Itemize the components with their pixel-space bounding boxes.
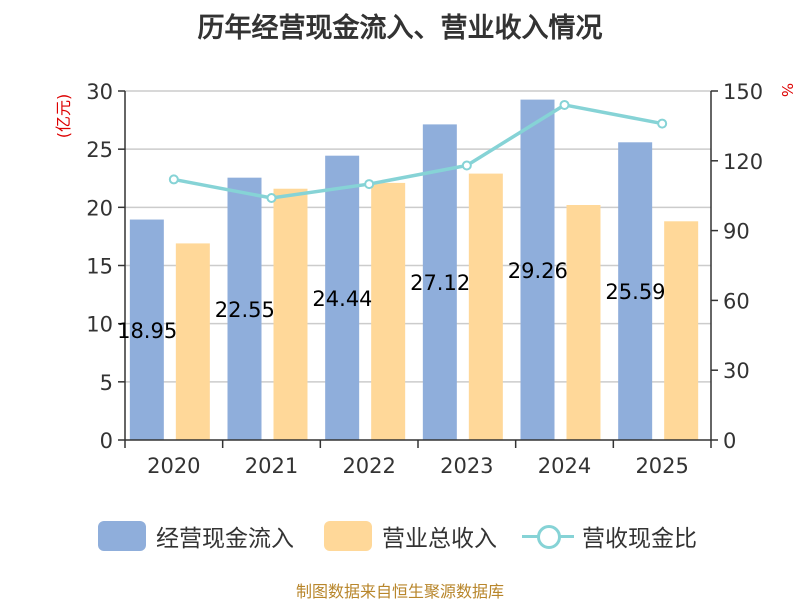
legend-label-revenue: 营业总收入 bbox=[382, 526, 497, 552]
x-tick-label: 2023 bbox=[440, 454, 493, 478]
legend-swatch-revenue bbox=[324, 521, 372, 551]
bar-cash-inflow bbox=[422, 124, 457, 440]
y-tick-label-left: 10 bbox=[86, 313, 113, 337]
bar-cash-inflow bbox=[129, 219, 164, 440]
legend-item-ratio[interactable]: 营收现金比 bbox=[522, 516, 697, 556]
bar-revenue bbox=[175, 243, 210, 440]
source-footer: 制图数据来自恒生聚源数据库 bbox=[295, 582, 504, 601]
chart-title: 历年经营现金流入、营业收入情况 bbox=[197, 13, 603, 44]
bar-cash-inflow bbox=[618, 142, 653, 441]
y-tick-label-right: 90 bbox=[723, 220, 750, 244]
x-tick-label: 2020 bbox=[147, 454, 200, 478]
ratio-point bbox=[168, 174, 179, 185]
ratio-point bbox=[266, 193, 277, 204]
legend-label-ratio: 营收现金比 bbox=[582, 526, 697, 552]
y-tick-label-right: 150 bbox=[723, 80, 763, 104]
bar-revenue bbox=[566, 205, 601, 440]
ratio-point bbox=[559, 99, 570, 110]
bar-revenue bbox=[468, 173, 503, 440]
data-label: 25.592 bbox=[605, 280, 678, 304]
legend-item-revenue[interactable]: 营业总收入 bbox=[324, 516, 497, 556]
ratio-point bbox=[461, 160, 472, 171]
y-axis-label-left: (亿元) bbox=[54, 94, 73, 139]
bar-cash-inflow bbox=[227, 177, 262, 440]
x-tick-label: 2024 bbox=[538, 454, 591, 478]
y-tick-label-right: 30 bbox=[723, 359, 750, 383]
legend-swatch-cash-inflow bbox=[98, 521, 146, 551]
bar-revenue bbox=[273, 188, 308, 440]
data-label: 24.443 bbox=[312, 287, 385, 311]
x-tick-label: 2025 bbox=[635, 454, 688, 478]
y-tick-label-left: 25 bbox=[86, 138, 113, 162]
bar-cash-inflow bbox=[520, 99, 555, 440]
bar-revenue bbox=[664, 221, 699, 440]
data-label: 18.952 bbox=[117, 319, 190, 343]
legend-label-cash-inflow: 经营现金流入 bbox=[156, 526, 294, 552]
y-tick-label-left: 5 bbox=[100, 371, 113, 395]
y-tick-label-left: 30 bbox=[86, 80, 113, 104]
bar-revenue bbox=[371, 182, 406, 441]
legend-item-cash-inflow[interactable]: 经营现金流入 bbox=[98, 516, 294, 556]
y-tick-label-left: 15 bbox=[86, 255, 113, 279]
y-tick-label-left: 20 bbox=[86, 196, 113, 220]
legend-swatch-ratio bbox=[522, 521, 574, 551]
ratio-point bbox=[364, 179, 375, 190]
data-label: 27.128 bbox=[410, 271, 483, 295]
data-label: 29.261 bbox=[508, 259, 581, 283]
y-tick-label-left: 0 bbox=[100, 429, 113, 453]
y-tick-label-right: 0 bbox=[723, 429, 736, 453]
data-label: 22.552 bbox=[215, 298, 288, 322]
ratio-point bbox=[657, 118, 668, 129]
x-tick-label: 2021 bbox=[245, 454, 298, 478]
y-tick-label-right: 60 bbox=[723, 289, 750, 313]
bar-cash-inflow bbox=[325, 155, 360, 440]
legend: 经营现金流入 营业总收入 营收现金比 bbox=[0, 516, 800, 556]
x-tick-label: 2022 bbox=[342, 454, 395, 478]
ratio-line bbox=[173, 103, 663, 200]
y-axis-label-right: % bbox=[778, 83, 796, 97]
y-tick-label-right: 120 bbox=[723, 150, 763, 174]
